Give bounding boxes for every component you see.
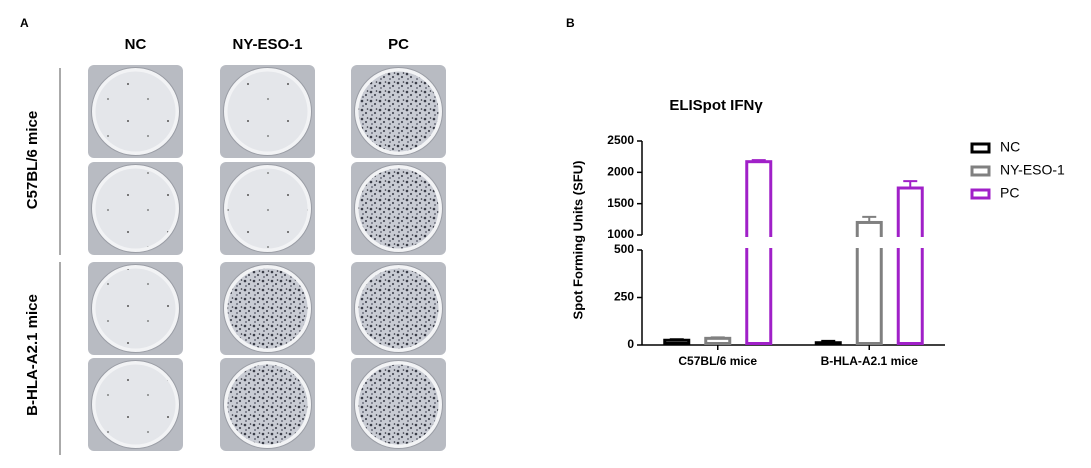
y-tick-label: 0 (627, 337, 634, 351)
column-label: NC (125, 36, 147, 53)
bar (745, 160, 773, 345)
y-tick-label: 1500 (607, 196, 634, 210)
well (95, 364, 176, 445)
x-tick-label: C57BL/6 mice (678, 354, 757, 368)
legend-label: PC (1000, 185, 1019, 201)
well (358, 268, 439, 349)
legend-swatch (970, 188, 991, 200)
x-tick-label: B-HLA-A2.1 mice (821, 354, 919, 368)
y-axis-label: Spot Forming Units (SFU) (570, 161, 585, 320)
well (227, 168, 308, 249)
well (95, 71, 176, 152)
legend-label: NC (1000, 139, 1020, 155)
well (95, 168, 176, 249)
row-label: C57BL/6 mice (24, 111, 41, 209)
error-bar (751, 159, 766, 162)
well (95, 268, 176, 349)
legend-swatch (970, 142, 991, 154)
chart-title: ELISpot IFNγ (669, 97, 763, 114)
y-tick-label: 250 (614, 290, 634, 304)
bar (704, 336, 732, 346)
well (358, 71, 439, 152)
axis-break (643, 237, 946, 248)
panel-label: A (20, 16, 29, 30)
error-bar (669, 338, 684, 341)
y-tick-label: 1000 (607, 227, 634, 241)
well (358, 168, 439, 249)
y-tick-label: 500 (614, 242, 634, 256)
well (358, 364, 439, 445)
legend-label: NY-ESO-1 (1000, 162, 1065, 178)
bar (663, 338, 691, 345)
well (227, 268, 308, 349)
bar (814, 341, 842, 346)
row-label: B-HLA-A2.1 mice (24, 294, 41, 416)
well (227, 71, 308, 152)
well-images (88, 65, 446, 451)
panel-label: B (566, 16, 575, 30)
y-tick-label: 2500 (607, 133, 634, 147)
column-label: NY-ESO-1 (232, 36, 302, 53)
y-tick-label: 2000 (607, 165, 634, 179)
error-bar (821, 339, 836, 343)
bar (896, 186, 924, 345)
error-bar (710, 336, 725, 339)
column-label: PC (388, 36, 409, 53)
error-bar (862, 215, 877, 223)
legend-swatch (970, 165, 991, 177)
error-bar (903, 180, 918, 188)
well (227, 364, 308, 445)
